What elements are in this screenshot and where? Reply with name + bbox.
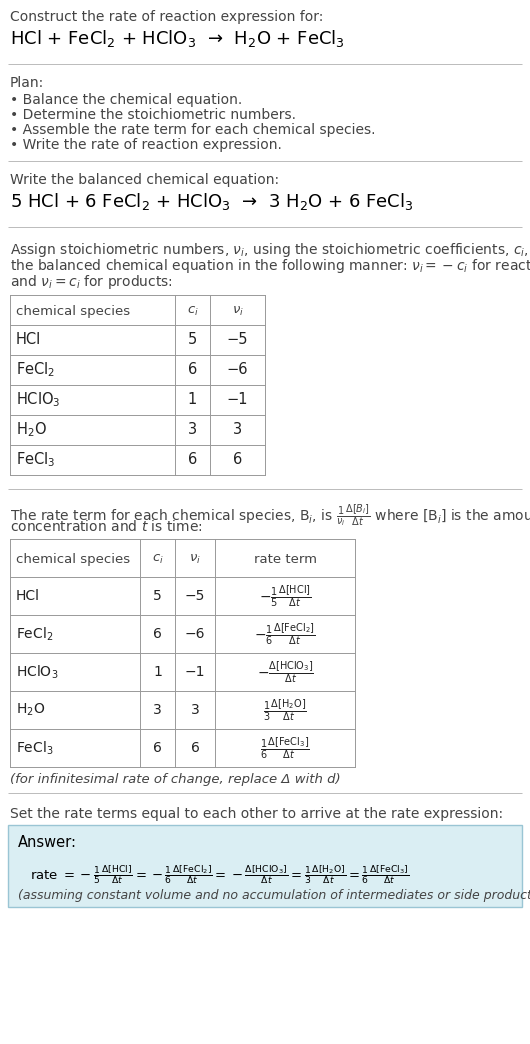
Text: $-\frac{\Delta[\mathrm{HClO}_3]}{\Delta t}$: $-\frac{\Delta[\mathrm{HClO}_3]}{\Delta …: [257, 659, 313, 685]
Text: −5: −5: [227, 332, 248, 348]
Text: −1: −1: [227, 393, 248, 407]
Text: FeCl$_2$: FeCl$_2$: [16, 360, 55, 379]
Text: The rate term for each chemical species, B$_i$, is $\frac{1}{\nu_i}\frac{\Delta[: The rate term for each chemical species,…: [10, 503, 530, 529]
Text: −6: −6: [227, 362, 248, 378]
Text: FeCl$_3$: FeCl$_3$: [16, 739, 54, 757]
Text: 3: 3: [153, 703, 162, 717]
Text: −5: −5: [185, 589, 205, 603]
Text: rate term: rate term: [253, 553, 316, 567]
Text: 1: 1: [153, 665, 162, 679]
Text: 6: 6: [153, 627, 162, 641]
Text: 1: 1: [188, 393, 197, 407]
Text: concentration and $t$ is time:: concentration and $t$ is time:: [10, 519, 202, 533]
Text: $-\frac{1}{5}\frac{\Delta[\mathrm{HCl}]}{\Delta t}$: $-\frac{1}{5}\frac{\Delta[\mathrm{HCl}]}…: [259, 584, 311, 609]
Text: $\nu_i$: $\nu_i$: [189, 553, 201, 567]
Text: the balanced chemical equation in the following manner: $\nu_i = -c_i$ for react: the balanced chemical equation in the fo…: [10, 257, 530, 275]
Text: Assign stoichiometric numbers, $\nu_i$, using the stoichiometric coefficients, $: Assign stoichiometric numbers, $\nu_i$, …: [10, 241, 530, 259]
Text: and $\nu_i = c_i$ for products:: and $\nu_i = c_i$ for products:: [10, 272, 173, 291]
Text: 6: 6: [153, 741, 162, 755]
Text: chemical species: chemical species: [16, 553, 130, 567]
Text: 3: 3: [233, 423, 242, 437]
Text: $\frac{1}{6}\frac{\Delta[\mathrm{FeCl}_3]}{\Delta t}$: $\frac{1}{6}\frac{\Delta[\mathrm{FeCl}_3…: [260, 735, 310, 761]
Text: H$_2$O: H$_2$O: [16, 702, 45, 718]
Text: Construct the rate of reaction expression for:: Construct the rate of reaction expressio…: [10, 10, 323, 24]
Text: $\nu_i$: $\nu_i$: [232, 305, 243, 318]
Text: $\frac{1}{3}\frac{\Delta[\mathrm{H}_2\mathrm{O}]}{\Delta t}$: $\frac{1}{3}\frac{\Delta[\mathrm{H}_2\ma…: [263, 697, 307, 722]
Text: • Assemble the rate term for each chemical species.: • Assemble the rate term for each chemic…: [10, 123, 375, 137]
Text: $c_i$: $c_i$: [152, 553, 163, 567]
Text: HCl: HCl: [16, 589, 40, 603]
Text: • Determine the stoichiometric numbers.: • Determine the stoichiometric numbers.: [10, 108, 296, 122]
Text: rate $= -\frac{1}{5}\frac{\Delta[\mathrm{HCl}]}{\Delta t} = -\frac{1}{6}\frac{\D: rate $= -\frac{1}{5}\frac{\Delta[\mathrm…: [30, 863, 410, 886]
Text: −1: −1: [185, 665, 205, 679]
Text: FeCl$_2$: FeCl$_2$: [16, 625, 54, 643]
Text: −6: −6: [185, 627, 205, 641]
Text: 5: 5: [153, 589, 162, 603]
Text: • Balance the chemical equation.: • Balance the chemical equation.: [10, 93, 242, 106]
Text: 3: 3: [191, 703, 199, 717]
Text: HClO$_3$: HClO$_3$: [16, 390, 60, 409]
Text: H$_2$O: H$_2$O: [16, 421, 47, 440]
Text: $-\frac{1}{6}\frac{\Delta[\mathrm{FeCl}_2]}{\Delta t}$: $-\frac{1}{6}\frac{\Delta[\mathrm{FeCl}_…: [254, 621, 316, 647]
Text: 6: 6: [188, 362, 197, 378]
Text: Write the balanced chemical equation:: Write the balanced chemical equation:: [10, 173, 279, 187]
Text: 5: 5: [188, 332, 197, 348]
Text: 6: 6: [188, 452, 197, 468]
Text: 6: 6: [191, 741, 199, 755]
Text: 3: 3: [188, 423, 197, 437]
Text: HCl: HCl: [16, 332, 41, 348]
Text: Set the rate terms equal to each other to arrive at the rate expression:: Set the rate terms equal to each other t…: [10, 807, 503, 821]
Text: HCl + FeCl$_2$ + HClO$_3$  →  H$_2$O + FeCl$_3$: HCl + FeCl$_2$ + HClO$_3$ → H$_2$O + FeC…: [10, 28, 345, 49]
Text: chemical species: chemical species: [16, 305, 130, 318]
Text: $c_i$: $c_i$: [187, 305, 198, 318]
Text: • Write the rate of reaction expression.: • Write the rate of reaction expression.: [10, 138, 282, 152]
Text: (assuming constant volume and no accumulation of intermediates or side products): (assuming constant volume and no accumul…: [18, 889, 530, 902]
Text: HClO$_3$: HClO$_3$: [16, 663, 58, 681]
Text: Plan:: Plan:: [10, 76, 44, 90]
Text: FeCl$_3$: FeCl$_3$: [16, 451, 56, 470]
Text: 6: 6: [233, 452, 242, 468]
FancyBboxPatch shape: [8, 825, 522, 907]
Text: (for infinitesimal rate of change, replace Δ with d): (for infinitesimal rate of change, repla…: [10, 773, 341, 786]
Text: 5 HCl + 6 FeCl$_2$ + HClO$_3$  →  3 H$_2$O + 6 FeCl$_3$: 5 HCl + 6 FeCl$_2$ + HClO$_3$ → 3 H$_2$O…: [10, 191, 413, 212]
Text: Answer:: Answer:: [18, 835, 77, 850]
